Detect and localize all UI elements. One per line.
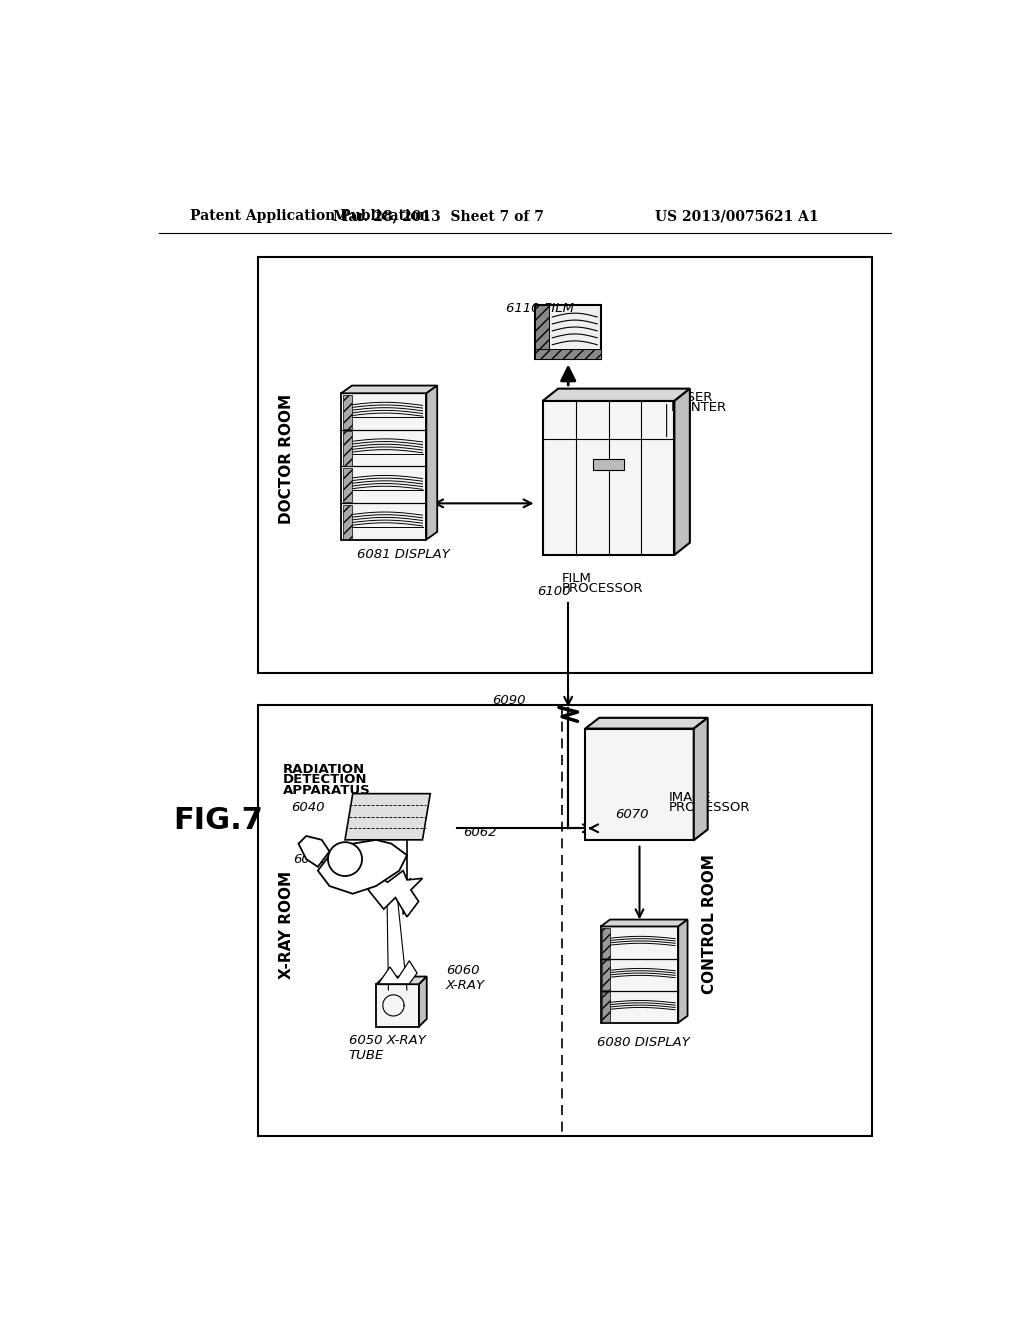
Text: 6040: 6040 (291, 801, 325, 814)
Text: 6090: 6090 (493, 694, 525, 708)
Polygon shape (675, 388, 690, 554)
Bar (258, 257, 872, 673)
Polygon shape (343, 504, 352, 539)
Text: FILM: FILM (562, 572, 592, 585)
Text: X-RAY ROOM: X-RAY ROOM (280, 870, 294, 978)
Text: US 2013/0075621 A1: US 2013/0075621 A1 (655, 209, 818, 223)
Polygon shape (693, 718, 708, 841)
Text: 6061: 6061 (293, 853, 327, 866)
Polygon shape (343, 469, 352, 502)
Bar (377, 985, 419, 1027)
Polygon shape (602, 993, 610, 1022)
Polygon shape (378, 961, 417, 983)
Polygon shape (345, 793, 430, 840)
Polygon shape (341, 385, 437, 393)
Text: 6080 DISPLAY: 6080 DISPLAY (597, 1036, 690, 1049)
Text: PROCESSOR: PROCESSOR (669, 801, 751, 814)
Text: LASER: LASER (671, 391, 713, 404)
Polygon shape (426, 385, 437, 540)
Text: Mar. 28, 2013  Sheet 7 of 7: Mar. 28, 2013 Sheet 7 of 7 (333, 209, 544, 223)
Text: CONTROL ROOM: CONTROL ROOM (701, 854, 717, 994)
Text: APPARATUS: APPARATUS (283, 784, 371, 797)
Polygon shape (377, 977, 427, 985)
Bar (586, 729, 693, 841)
Text: 6110 FILM: 6110 FILM (506, 302, 574, 315)
Text: RADIATION: RADIATION (283, 763, 366, 776)
Bar (536, 305, 601, 359)
Bar (536, 350, 601, 359)
Text: DETECTION: DETECTION (283, 774, 368, 787)
Text: 6070: 6070 (614, 808, 648, 821)
Polygon shape (343, 432, 352, 466)
Polygon shape (602, 960, 610, 990)
Polygon shape (419, 977, 427, 1027)
Bar (341, 393, 426, 540)
Text: PRINTER: PRINTER (671, 400, 727, 413)
Polygon shape (317, 840, 407, 894)
Text: 6050 X-RAY
TUBE: 6050 X-RAY TUBE (349, 1034, 426, 1061)
Polygon shape (601, 920, 687, 927)
Text: IMAGE: IMAGE (669, 791, 712, 804)
Text: 6081 DISPLAY: 6081 DISPLAY (356, 548, 450, 561)
Text: 6062: 6062 (463, 826, 497, 840)
Polygon shape (343, 395, 352, 429)
Polygon shape (602, 928, 610, 958)
Bar (593, 459, 624, 470)
Text: PROCESSOR: PROCESSOR (562, 582, 643, 594)
Polygon shape (369, 871, 423, 917)
Polygon shape (299, 836, 330, 867)
Text: DOCTOR ROOM: DOCTOR ROOM (280, 393, 294, 524)
Bar (601, 927, 678, 1023)
Polygon shape (678, 920, 687, 1023)
Text: 6060
X-RAY: 6060 X-RAY (445, 965, 485, 993)
Bar (258, 705, 872, 1137)
Bar (543, 401, 675, 554)
Polygon shape (586, 718, 708, 729)
Text: 6100: 6100 (538, 585, 570, 598)
Text: FIG.7: FIG.7 (173, 807, 263, 836)
Circle shape (328, 842, 362, 876)
Polygon shape (543, 388, 690, 401)
Text: Patent Application Publication: Patent Application Publication (190, 209, 430, 223)
Bar (536, 305, 549, 359)
